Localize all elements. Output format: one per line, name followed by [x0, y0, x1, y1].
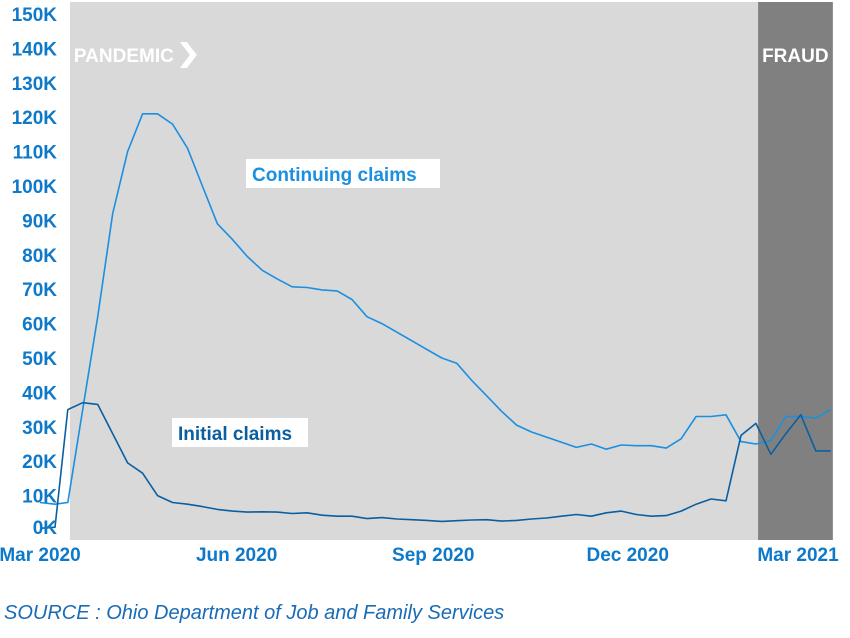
y-tick-label: 60K — [22, 315, 57, 336]
continuing-claims-label: Continuing claims — [252, 165, 417, 186]
y-tick-label: 110K — [13, 143, 58, 164]
series-lines — [39, 113, 832, 530]
series-line-initial-claims — [39, 401, 831, 530]
chevron-right-icon — [179, 42, 197, 68]
band-fraud — [758, 2, 833, 540]
y-tick-label: 90K — [22, 211, 57, 232]
y-tick-label: 80K — [22, 246, 57, 267]
y-tick-label: 100K — [12, 177, 58, 198]
y-tick-label: 10K — [22, 487, 57, 508]
x-tick-label: Mar 2021 — [757, 545, 839, 566]
y-tick-label: 70K — [22, 280, 57, 301]
claims-chart: PANDEMIC FRAUD 0K 10K 20K 30K 40K 50K 60K 70K 80K… — [0, 2, 839, 566]
period-bands — [69, 2, 833, 540]
y-tick-label: 30K — [22, 418, 57, 439]
y-tick-label: 130K — [12, 74, 58, 95]
y-tick-label: 0K — [33, 518, 58, 539]
continuing-claims-label-bg — [246, 159, 440, 188]
initial-claims-label-bg — [172, 418, 308, 447]
band-pandemic — [69, 2, 759, 540]
x-tick-label: Dec 2020 — [586, 545, 668, 566]
y-tick-label: 40K — [22, 383, 57, 404]
band-label-pandemic: PANDEMIC — [74, 46, 174, 67]
x-tick-label: Jun 2020 — [196, 545, 277, 566]
y-tick-label: 20K — [22, 452, 57, 473]
y-tick-label: 120K — [12, 108, 58, 129]
initial-claims-label: Initial claims — [178, 424, 292, 445]
band-label-fraud: FRAUD — [762, 46, 829, 67]
y-axis-ticks: 0K 10K 20K 30K 40K 50K 60K 70K 80K 90K 100K 110K 120… — [12, 5, 58, 539]
y-tick-label: 150K — [12, 5, 58, 26]
series-line-continuing-claims — [39, 113, 832, 506]
x-tick-label: Sep 2020 — [392, 545, 474, 566]
y-tick-label: 50K — [22, 349, 57, 370]
y-tick-label: 140K — [12, 39, 58, 60]
series-labels: Continuing claims Initial claims — [172, 159, 440, 447]
x-axis-ticks: Mar 2020 Jun 2020 Sep 2020 Dec 2020 Mar 2021 — [0, 545, 839, 566]
x-tick-label: Mar 2020 — [0, 545, 81, 566]
period-band-labels: PANDEMIC FRAUD — [74, 42, 829, 68]
source-note: SOURCE : Ohio Department of Job and Fami… — [4, 602, 505, 624]
